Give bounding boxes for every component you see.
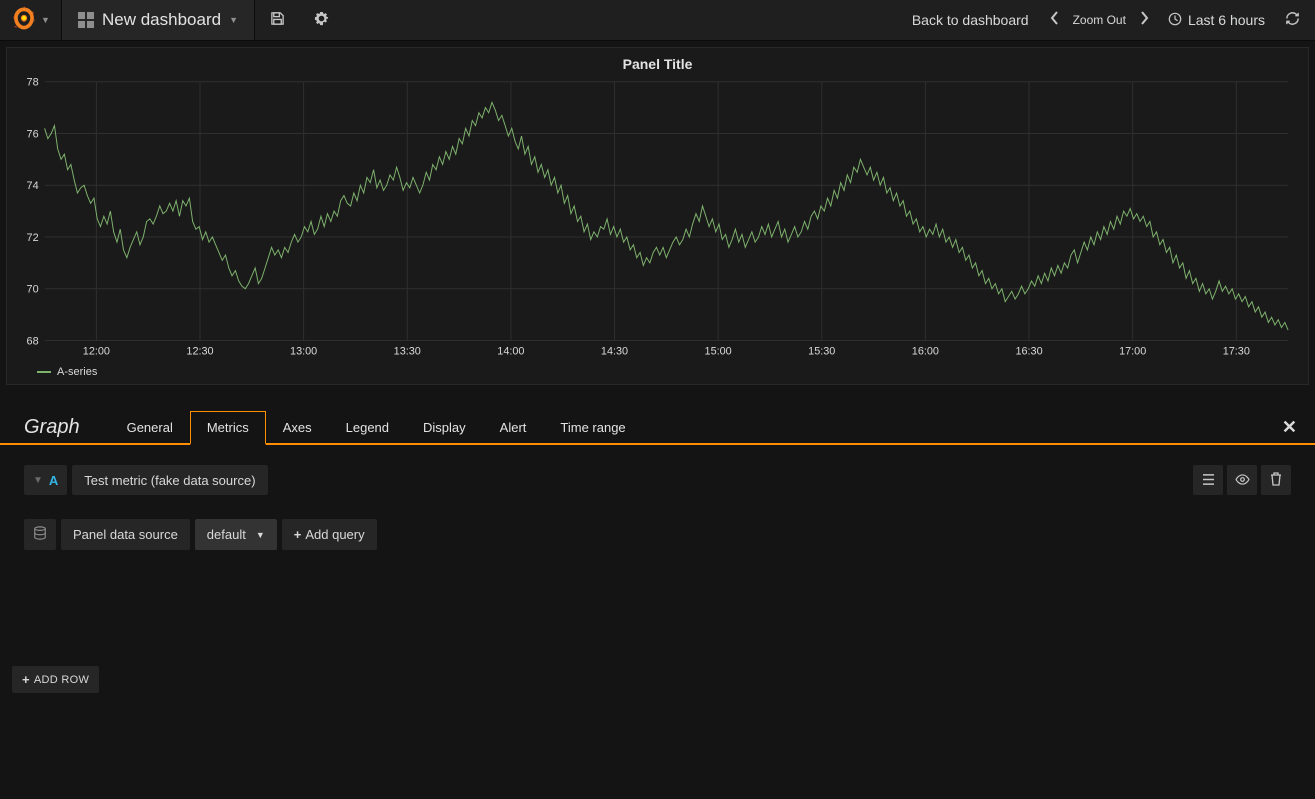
chart-legend[interactable]: A-series bbox=[7, 362, 1308, 384]
add-row-button[interactable]: + ADD ROW bbox=[12, 666, 99, 693]
time-picker-button[interactable]: Last 6 hours bbox=[1160, 12, 1273, 29]
tab-time-range[interactable]: Time range bbox=[543, 411, 642, 445]
tab-metrics[interactable]: Metrics bbox=[190, 411, 266, 445]
save-icon bbox=[270, 11, 285, 29]
svg-text:72: 72 bbox=[27, 232, 39, 244]
eye-icon bbox=[1235, 473, 1250, 488]
svg-text:12:30: 12:30 bbox=[186, 345, 213, 357]
time-range-label: Last 6 hours bbox=[1188, 12, 1265, 28]
refresh-button[interactable] bbox=[1277, 11, 1307, 29]
svg-text:76: 76 bbox=[27, 128, 39, 140]
svg-text:12:00: 12:00 bbox=[83, 345, 110, 357]
chevron-right-icon bbox=[1139, 11, 1149, 29]
plus-icon: + bbox=[22, 672, 30, 687]
metrics-editor-body: ▼ A Test metric (fake data source) bbox=[0, 445, 1315, 570]
svg-text:17:00: 17:00 bbox=[1119, 345, 1146, 357]
gear-icon bbox=[314, 11, 329, 29]
svg-text:13:00: 13:00 bbox=[290, 345, 317, 357]
panel-type-label: Graph bbox=[24, 416, 110, 443]
dashboard-title: New dashboard bbox=[102, 10, 221, 30]
grafana-logo-menu[interactable]: ▼ bbox=[0, 0, 62, 40]
tab-general[interactable]: General bbox=[110, 411, 190, 445]
datasource-selected-value: default bbox=[207, 527, 246, 542]
tab-alert[interactable]: Alert bbox=[483, 411, 544, 445]
query-visibility-button[interactable] bbox=[1227, 465, 1257, 495]
query-menu-button[interactable] bbox=[1193, 465, 1223, 495]
svg-text:68: 68 bbox=[27, 335, 39, 347]
svg-text:78: 78 bbox=[27, 77, 39, 89]
caret-down-icon: ▼ bbox=[229, 15, 238, 25]
trash-icon bbox=[1270, 472, 1282, 489]
query-label: Test metric (fake data source) bbox=[84, 473, 255, 488]
add-query-button[interactable]: + Add query bbox=[282, 519, 377, 550]
svg-text:16:00: 16:00 bbox=[912, 345, 939, 357]
datasource-label: Panel data source bbox=[61, 519, 190, 550]
zoom-out-label: Zoom Out bbox=[1073, 13, 1126, 27]
svg-text:15:30: 15:30 bbox=[808, 345, 835, 357]
navbar: ▼ New dashboard ▼ Back to dashboard bbox=[0, 0, 1315, 41]
svg-text:74: 74 bbox=[27, 180, 39, 192]
database-icon bbox=[33, 526, 47, 543]
time-range-forward-button[interactable] bbox=[1132, 11, 1156, 29]
tab-display[interactable]: Display bbox=[406, 411, 483, 445]
svg-text:70: 70 bbox=[27, 284, 39, 296]
query-expression[interactable]: Test metric (fake data source) bbox=[72, 465, 267, 495]
close-editor-button[interactable]: ✕ bbox=[1282, 417, 1297, 438]
clock-icon bbox=[1168, 12, 1182, 29]
panel-title[interactable]: Panel Title bbox=[7, 48, 1308, 76]
caret-down-icon: ▼ bbox=[33, 475, 43, 486]
graph-panel: Panel Title 68 70 72 74 76 78 12:00 12:30 13:00 1… bbox=[6, 47, 1309, 385]
legend-series-name: A-series bbox=[57, 366, 97, 378]
plus-icon: + bbox=[294, 527, 302, 542]
back-to-dashboard-link[interactable]: Back to dashboard bbox=[902, 12, 1039, 28]
refresh-icon bbox=[1285, 11, 1300, 29]
query-letter-label: A bbox=[49, 473, 58, 488]
caret-down-icon: ▼ bbox=[41, 15, 50, 25]
dashboard-title-dropdown[interactable]: New dashboard ▼ bbox=[62, 0, 255, 40]
datasource-icon-box bbox=[24, 519, 56, 550]
add-query-label: Add query bbox=[305, 527, 364, 542]
hamburger-icon bbox=[1202, 473, 1215, 488]
svg-text:14:30: 14:30 bbox=[601, 345, 628, 357]
query-toggle-handle[interactable]: ▼ A bbox=[24, 465, 67, 495]
query-delete-button[interactable] bbox=[1261, 465, 1291, 495]
legend-color-swatch bbox=[37, 371, 51, 373]
svg-text:14:00: 14:00 bbox=[497, 345, 524, 357]
back-to-dashboard-text: Back to dashboard bbox=[912, 12, 1029, 28]
chart-area[interactable]: 68 70 72 74 76 78 12:00 12:30 13:00 13:30 14:00 14:… bbox=[7, 76, 1308, 362]
svg-text:13:30: 13:30 bbox=[394, 345, 421, 357]
dashboard-grid-icon bbox=[78, 12, 94, 28]
close-icon: ✕ bbox=[1282, 417, 1297, 437]
chevron-left-icon bbox=[1050, 11, 1060, 29]
zoom-out-button[interactable]: Zoom Out bbox=[1067, 13, 1132, 27]
grafana-icon bbox=[11, 6, 37, 35]
save-button[interactable] bbox=[255, 0, 299, 40]
tab-legend[interactable]: Legend bbox=[329, 411, 406, 445]
editor-tab-bar: Graph GeneralMetricsAxesLegendDisplayAle… bbox=[0, 411, 1315, 445]
settings-button[interactable] bbox=[299, 0, 343, 40]
datasource-select[interactable]: default ▼ bbox=[195, 519, 277, 550]
query-row: ▼ A Test metric (fake data source) bbox=[24, 465, 1291, 495]
svg-text:15:00: 15:00 bbox=[705, 345, 732, 357]
time-range-back-button[interactable] bbox=[1043, 11, 1067, 29]
datasource-row: Panel data source default ▼ + Add query bbox=[24, 519, 1291, 550]
add-row-label: ADD ROW bbox=[34, 674, 89, 686]
svg-text:16:30: 16:30 bbox=[1015, 345, 1042, 357]
svg-text:17:30: 17:30 bbox=[1223, 345, 1250, 357]
tab-axes[interactable]: Axes bbox=[266, 411, 329, 445]
caret-down-icon: ▼ bbox=[256, 530, 265, 540]
